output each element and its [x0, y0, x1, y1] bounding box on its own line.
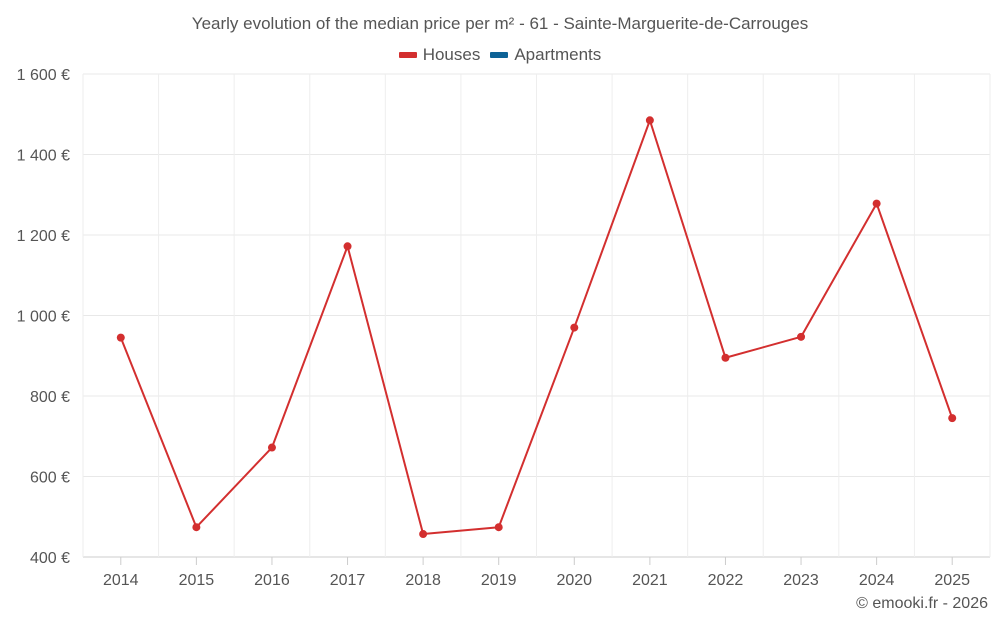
- series-line-houses: [119, 119, 954, 536]
- x-tick-label: 2023: [783, 572, 819, 589]
- data-point-houses-2016[interactable]: [267, 443, 276, 452]
- legend-label-houses: Houses: [422, 45, 481, 64]
- data-point-houses-2025[interactable]: [948, 414, 957, 423]
- data-point-houses-2020[interactable]: [570, 323, 579, 332]
- x-axis: 2014 2015 2016 2017 2018 2019 2020 2021 2022 2023…: [103, 557, 970, 589]
- y-tick-label: 600 €: [30, 470, 70, 487]
- grid: [82, 73, 991, 558]
- chart-legend: Houses Apartments: [0, 45, 1000, 65]
- y-tick-label: 1 000 €: [17, 309, 70, 326]
- x-tick-label: 2025: [934, 572, 970, 589]
- y-axis: 400 € 600 € 800 € 1 000 € 1 200 € 1 400 € 1 60…: [17, 67, 70, 567]
- x-tick-label: 2017: [330, 572, 366, 589]
- series-layer: [116, 116, 957, 539]
- x-tick-label: 2021: [632, 572, 668, 589]
- data-point-houses-2014[interactable]: [116, 333, 125, 342]
- data-point-houses-2019[interactable]: [494, 523, 503, 532]
- legend-item-apartments[interactable]: Apartments: [490, 45, 601, 65]
- legend-swatch-houses: [398, 52, 417, 58]
- data-point-houses-2021[interactable]: [645, 116, 654, 125]
- data-point-houses-2024[interactable]: [872, 199, 881, 208]
- y-tick-label: 800 €: [30, 389, 70, 406]
- credit: © emooki.fr - 2026: [856, 595, 988, 612]
- data-point-houses-2015[interactable]: [192, 523, 201, 532]
- y-tick-label: 1 200 €: [17, 228, 70, 245]
- x-tick-label: 2019: [481, 572, 517, 589]
- chart-title: Yearly evolution of the median price per…: [191, 14, 809, 33]
- x-tick-label: 2022: [708, 572, 744, 589]
- data-point-houses-2018[interactable]: [419, 530, 428, 539]
- data-point-houses-2022[interactable]: [721, 353, 730, 362]
- x-tick-label: 2014: [103, 572, 139, 589]
- legend-item-houses[interactable]: Houses: [398, 45, 481, 65]
- x-tick-label: 2016: [254, 572, 290, 589]
- y-tick-label: 400 €: [30, 550, 70, 567]
- data-point-houses-2017[interactable]: [343, 242, 352, 251]
- y-tick-label: 1 400 €: [17, 148, 70, 165]
- legend-swatch-apartments: [490, 52, 509, 58]
- data-point-houses-2023[interactable]: [797, 332, 806, 341]
- x-tick-label: 2018: [405, 572, 441, 589]
- x-tick-label: 2020: [556, 572, 592, 589]
- y-tick-label: 1 600 €: [17, 67, 70, 84]
- x-tick-label: 2024: [859, 572, 895, 589]
- legend-label-apartments: Apartments: [514, 45, 602, 64]
- x-tick-label: 2015: [179, 572, 215, 589]
